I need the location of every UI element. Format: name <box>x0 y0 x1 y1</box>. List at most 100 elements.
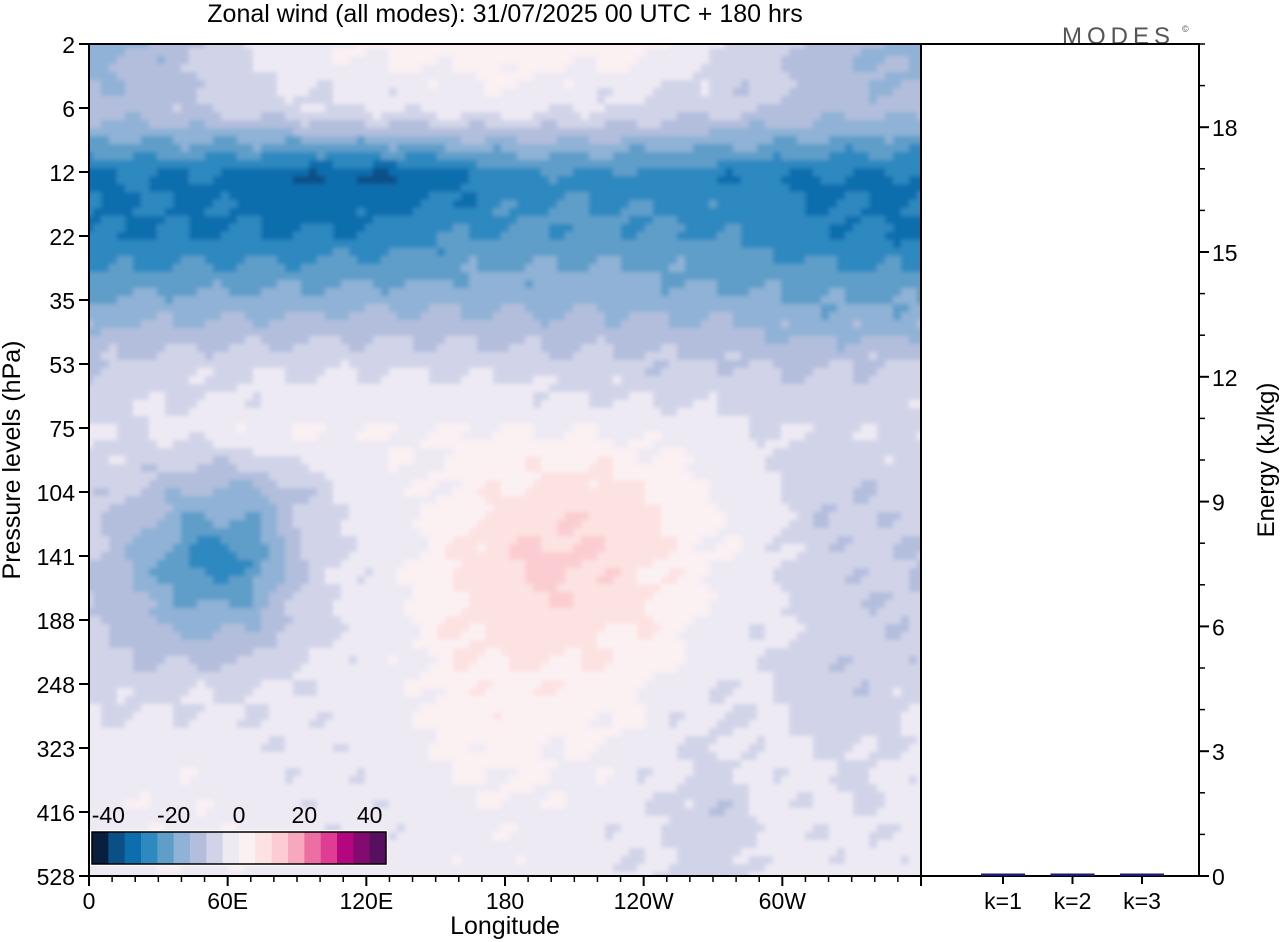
field-cell <box>141 224 150 233</box>
field-cell <box>517 320 526 329</box>
field-cell <box>517 408 526 417</box>
field-cell <box>629 80 638 89</box>
field-cell <box>517 152 526 161</box>
field-cell <box>725 392 734 401</box>
field-cell <box>821 392 830 401</box>
field-cell <box>637 360 646 369</box>
field-cell <box>197 368 206 377</box>
field-cell <box>269 200 278 209</box>
field-cell <box>285 232 294 241</box>
field-cell <box>685 232 694 241</box>
field-cell <box>565 296 574 305</box>
field-cell <box>365 216 374 225</box>
field-cell <box>165 264 174 273</box>
field-cell <box>661 120 670 129</box>
field-cell <box>581 88 590 97</box>
field-cell <box>213 416 222 425</box>
field-cell <box>125 64 134 73</box>
field-cell <box>757 112 766 121</box>
field-cell <box>781 152 790 161</box>
field-cell <box>765 216 774 225</box>
field-cell <box>293 44 302 49</box>
field-cell <box>421 384 430 393</box>
field-cell <box>165 176 174 185</box>
field-cell <box>101 104 110 113</box>
field-cell <box>429 120 438 129</box>
field-cell <box>829 256 838 265</box>
chart-title: Zonal wind (all modes): 31/07/2025 00 UT… <box>207 0 802 28</box>
field-cell <box>365 384 374 393</box>
field-cell <box>781 280 790 289</box>
field-cell <box>165 280 174 289</box>
field-cell <box>101 392 110 401</box>
field-cell <box>541 104 550 113</box>
field-cell <box>117 144 126 153</box>
field-cell <box>837 288 846 297</box>
field-cell <box>885 400 894 409</box>
field-cell <box>357 224 366 233</box>
field-cell <box>797 256 806 265</box>
field-cell <box>765 384 774 393</box>
field-cell <box>845 368 854 377</box>
field-cell <box>757 408 766 417</box>
field-cell <box>253 352 262 361</box>
field-cell <box>725 368 734 377</box>
field-cell <box>733 272 742 281</box>
field-cell <box>485 200 494 209</box>
field-cell <box>861 176 870 185</box>
field-cell <box>797 128 806 137</box>
field-cell <box>861 296 870 305</box>
field-cell <box>205 224 214 233</box>
field-cell <box>741 72 750 81</box>
field-cell <box>325 392 334 401</box>
field-cell <box>389 368 398 377</box>
field-cell <box>517 304 526 313</box>
field-cell <box>501 392 510 401</box>
field-cell <box>397 200 406 209</box>
field-cell <box>317 408 326 417</box>
field-cell <box>677 56 686 65</box>
field-cell <box>669 224 678 233</box>
field-cell <box>877 104 886 113</box>
field-cell <box>893 216 902 225</box>
field-cell <box>541 336 550 345</box>
field-cell <box>605 400 614 409</box>
field-cell <box>765 144 774 153</box>
field-cell <box>885 384 894 393</box>
field-cell <box>693 240 702 249</box>
field-cell <box>725 192 734 201</box>
field-cell <box>509 128 518 137</box>
field-cell <box>861 48 870 57</box>
field-cell <box>229 376 238 385</box>
field-cell <box>333 256 342 265</box>
field-cell <box>525 112 534 121</box>
field-cell <box>549 104 558 113</box>
field-cell <box>469 280 478 289</box>
field-cell <box>733 168 742 177</box>
field-cell <box>141 304 150 313</box>
field-cell <box>365 120 374 129</box>
field-cell <box>789 96 798 105</box>
field-cell <box>117 360 126 369</box>
field-cell <box>661 64 670 73</box>
field-cell <box>741 192 750 201</box>
field-cell <box>789 64 798 73</box>
field-cell <box>893 200 902 209</box>
field-cell <box>589 368 598 377</box>
field-cell <box>877 272 886 281</box>
field-cell <box>109 296 118 305</box>
field-cell <box>253 144 262 153</box>
field-cell <box>813 184 822 193</box>
field-cell <box>573 176 582 185</box>
field-cell <box>117 160 126 169</box>
field-cell <box>293 264 302 273</box>
field-cell <box>549 192 558 201</box>
field-cell <box>381 224 390 233</box>
field-cell <box>237 112 246 121</box>
field-cell <box>533 104 542 113</box>
field-cell <box>573 256 582 265</box>
field-cell <box>637 80 646 89</box>
field-cell <box>157 72 166 81</box>
field-cell <box>285 304 294 313</box>
field-cell <box>581 288 590 297</box>
